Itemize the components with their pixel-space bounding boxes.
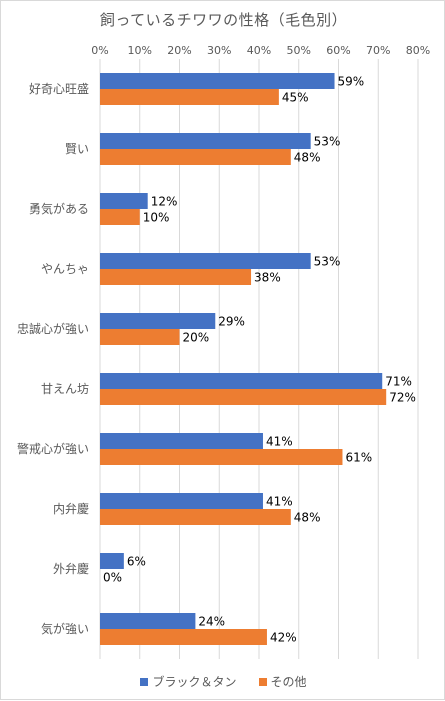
x-tick-label: 30% xyxy=(207,44,231,57)
data-label: 41% xyxy=(266,435,293,449)
legend-item-series-1: ブラック＆タン xyxy=(140,673,237,690)
data-label: 48% xyxy=(294,151,321,165)
bar-series-1 xyxy=(100,433,263,449)
data-label: 0% xyxy=(103,571,122,585)
data-label: 72% xyxy=(389,391,416,405)
bar-series-1 xyxy=(100,313,216,329)
data-label: 24% xyxy=(198,615,225,629)
bar-series-2 xyxy=(100,449,343,465)
category-label: やんちゃ xyxy=(41,262,89,276)
data-label: 53% xyxy=(314,255,341,269)
bar-series-2 xyxy=(100,509,291,525)
category-label: 外弁慶 xyxy=(53,561,89,576)
data-label: 61% xyxy=(345,451,372,465)
data-label: 41% xyxy=(266,495,293,509)
data-label: 6% xyxy=(127,555,146,569)
x-tick-label: 0% xyxy=(91,44,108,57)
legend-swatch-series-1 xyxy=(140,677,149,686)
bar-series-1 xyxy=(100,613,196,629)
bar-series-1 xyxy=(100,193,148,209)
category-label: 忠誠心が強い xyxy=(17,321,89,336)
category-label: 警戒心が強い xyxy=(17,441,89,456)
bar-series-2 xyxy=(100,389,387,405)
data-label: 59% xyxy=(338,75,365,89)
data-label: 29% xyxy=(218,315,245,329)
data-label: 71% xyxy=(385,375,412,389)
x-tick-label: 10% xyxy=(128,44,152,57)
category-label: 勇気がある xyxy=(29,201,89,216)
data-label: 10% xyxy=(143,211,170,225)
bar-series-2 xyxy=(100,629,267,645)
bar-series-1 xyxy=(100,133,311,149)
category-label: 好奇心旺盛 xyxy=(29,81,89,96)
data-label: 20% xyxy=(183,331,210,345)
legend-item-series-2: その他 xyxy=(258,673,307,690)
bar-series-2 xyxy=(100,209,140,225)
data-label: 53% xyxy=(314,135,341,149)
data-label: 42% xyxy=(270,631,297,645)
bar-series-1 xyxy=(100,493,263,509)
x-tick-label: 80% xyxy=(406,44,430,57)
x-tick-label: 70% xyxy=(366,44,390,57)
chart-legend: ブラック＆タン その他 xyxy=(1,673,445,690)
bar-series-1 xyxy=(100,373,383,389)
legend-swatch-series-2 xyxy=(258,677,267,686)
bar-series-1 xyxy=(100,73,335,89)
bar-series-1 xyxy=(100,253,311,269)
bar-series-2 xyxy=(100,89,279,105)
x-tick-label: 40% xyxy=(247,44,271,57)
bar-series-2 xyxy=(100,269,252,285)
x-tick-label: 50% xyxy=(287,44,311,57)
category-label: 甘えん坊 xyxy=(41,381,89,396)
data-label: 48% xyxy=(294,511,321,525)
category-label: 気が強い xyxy=(41,621,89,636)
legend-label-series-1: ブラック＆タン xyxy=(152,675,237,689)
bar-series-1 xyxy=(100,553,124,569)
x-tick-label: 60% xyxy=(326,44,350,57)
data-label: 45% xyxy=(282,91,309,105)
category-label: 賢い xyxy=(65,142,89,156)
legend-label-series-2: その他 xyxy=(270,675,307,689)
bar-series-2 xyxy=(100,149,291,165)
data-label: 12% xyxy=(151,195,178,209)
data-label: 38% xyxy=(254,271,281,285)
x-tick-label: 20% xyxy=(167,44,191,57)
bar-series-2 xyxy=(100,329,180,345)
category-label: 内弁慶 xyxy=(53,501,89,516)
chart-title: 飼っているチワワの性格（毛色別） xyxy=(99,11,348,29)
